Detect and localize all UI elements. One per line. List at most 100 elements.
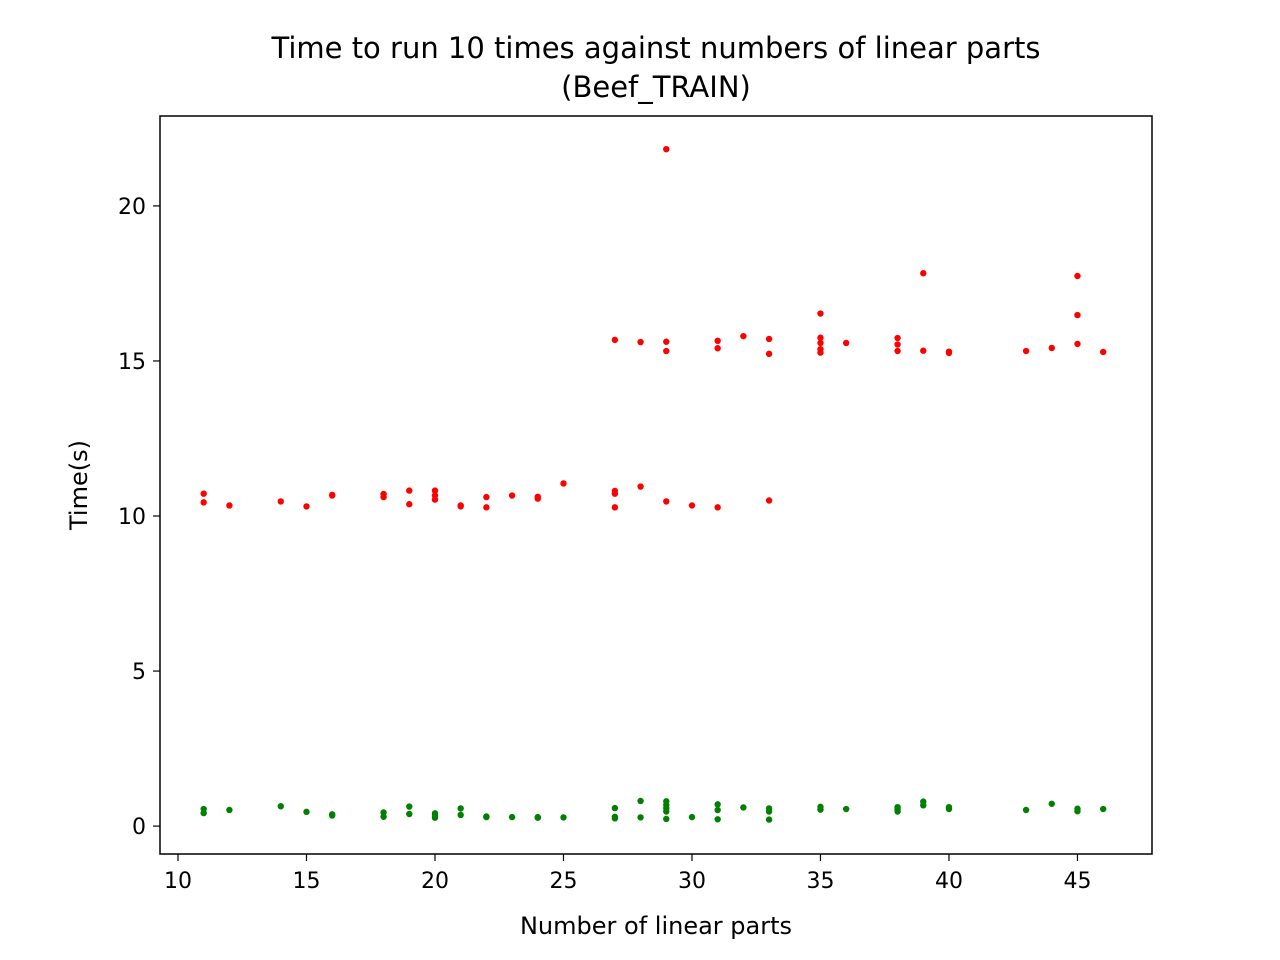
red-data-point	[380, 493, 387, 501]
red-data-point	[894, 334, 901, 342]
red-data-point	[714, 504, 721, 511]
green-data-point	[328, 812, 336, 819]
red-data-point	[1074, 311, 1081, 319]
green-data-point	[920, 802, 927, 809]
green-data-point	[842, 805, 850, 813]
red-data-point	[894, 341, 901, 348]
red-data-point	[483, 504, 490, 511]
green-data-point	[1074, 808, 1081, 815]
green-data-point	[714, 801, 721, 808]
green-data-point	[303, 808, 310, 816]
red-data-point	[688, 502, 696, 509]
red-data-point	[637, 338, 644, 346]
red-data-point	[508, 492, 516, 499]
chart-title: Time to run 10 times against numbers of …	[271, 31, 1041, 65]
red-data-point	[663, 338, 670, 345]
x-tick-label: 35	[806, 869, 834, 894]
red-data-point	[200, 490, 207, 497]
y-axis-label: Time(s)	[65, 440, 93, 531]
green-data-point	[508, 813, 516, 821]
red-data-point	[431, 496, 439, 503]
y-tick-label: 0	[132, 815, 146, 840]
red-data-point	[406, 487, 413, 494]
red-data-point	[765, 350, 773, 358]
red-data-point	[817, 339, 824, 347]
red-data-point	[1048, 344, 1055, 352]
plot-frame	[159, 115, 1153, 855]
red-data-point	[945, 349, 953, 357]
red-data-point	[817, 310, 824, 317]
green-data-point	[431, 814, 439, 821]
y-tick-label: 20	[118, 195, 146, 220]
green-data-point	[277, 803, 284, 810]
x-tick-label: 40	[935, 869, 963, 894]
red-data-point	[406, 501, 413, 508]
red-data-point	[765, 497, 773, 504]
x-tick-label: 15	[292, 869, 320, 894]
red-data-point	[765, 335, 773, 343]
red-data-point	[457, 503, 464, 510]
green-data-point	[945, 805, 953, 813]
green-data-point	[714, 806, 721, 814]
green-data-point	[380, 813, 387, 820]
green-data-point	[714, 816, 721, 823]
y-tick-label: 10	[118, 505, 146, 530]
red-data-point	[431, 487, 439, 494]
red-data-point	[894, 347, 901, 355]
green-data-point	[226, 806, 233, 814]
green-data-point	[1022, 806, 1030, 814]
x-axis-label: Number of linear parts	[520, 912, 792, 940]
red-data-point	[842, 339, 850, 347]
red-data-point	[817, 334, 824, 341]
red-data-point	[560, 480, 567, 487]
x-tick-label: 30	[678, 869, 706, 894]
green-data-point	[406, 810, 413, 818]
green-data-point	[457, 805, 464, 812]
red-data-point	[637, 483, 644, 490]
red-data-point	[611, 504, 619, 511]
red-data-point	[663, 145, 670, 153]
red-data-point	[663, 498, 670, 505]
red-data-point	[1074, 340, 1081, 348]
green-data-point	[534, 814, 541, 821]
green-data-point	[1099, 805, 1107, 813]
green-data-point	[894, 808, 901, 815]
green-data-point	[200, 809, 207, 817]
green-data-point	[560, 814, 567, 821]
y-axis-ticks: 0 5 10 15 20	[118, 195, 160, 840]
red-data-point	[817, 349, 824, 356]
data-points	[200, 145, 1107, 823]
green-data-point	[688, 813, 696, 821]
green-data-point	[765, 808, 773, 815]
x-tick-label: 10	[164, 869, 192, 894]
green-data-point	[637, 797, 644, 805]
red-data-point	[714, 337, 721, 345]
green-data-point	[1048, 800, 1055, 807]
green-data-point	[637, 814, 644, 821]
green-data-point	[457, 811, 464, 819]
green-data-point	[611, 804, 619, 812]
red-data-point	[920, 270, 927, 277]
red-data-point	[1022, 347, 1030, 355]
red-data-point	[328, 491, 336, 499]
red-data-point	[611, 336, 619, 344]
green-data-point	[663, 808, 670, 815]
red-data-point	[1074, 272, 1081, 280]
red-data-point	[200, 499, 207, 506]
green-data-point	[611, 815, 619, 822]
red-data-point	[1099, 348, 1107, 356]
red-data-point	[226, 502, 233, 509]
green-data-point	[765, 816, 773, 823]
red-data-point	[920, 347, 927, 354]
red-data-point	[483, 493, 490, 501]
green-data-point	[740, 804, 747, 811]
red-data-point	[663, 347, 670, 355]
chart-subtitle: (Beef_TRAIN)	[561, 70, 751, 104]
red-data-point	[534, 495, 541, 502]
red-data-point	[740, 332, 747, 340]
y-tick-label: 15	[118, 350, 146, 375]
red-data-point	[714, 345, 721, 352]
green-data-point	[663, 815, 670, 823]
y-tick-label: 5	[132, 660, 146, 685]
